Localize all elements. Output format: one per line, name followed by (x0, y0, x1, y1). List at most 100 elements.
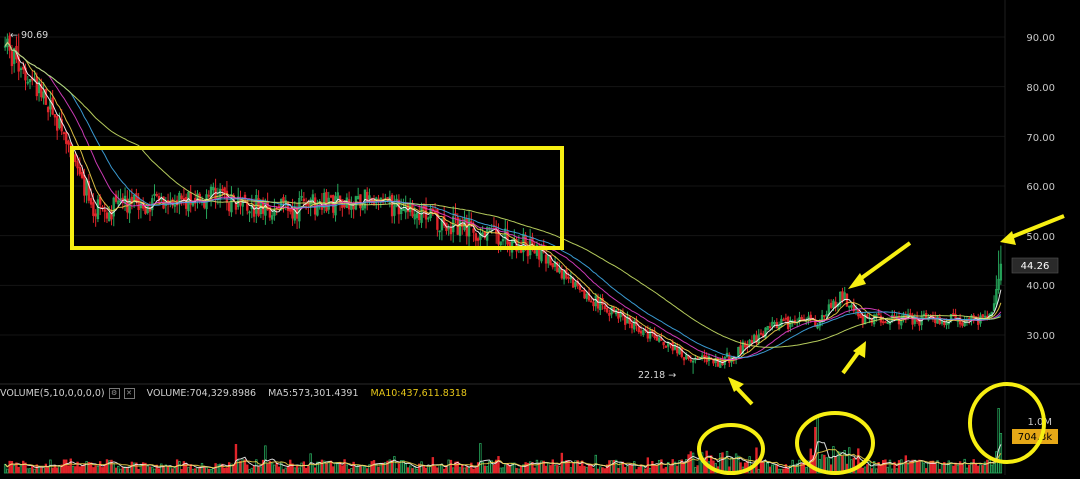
candle-body (96, 199, 100, 220)
volume-bar (881, 460, 885, 474)
volume-bar (947, 460, 951, 474)
candle-body (773, 322, 776, 324)
volume-bar (857, 448, 860, 474)
candle-body (660, 338, 663, 341)
candle-body (221, 188, 224, 191)
volume-bar (295, 466, 299, 474)
volume-bar (65, 459, 68, 474)
volume-bar (920, 460, 923, 474)
candle-body (476, 238, 480, 241)
volume-bar (472, 468, 475, 474)
volume-bar (734, 453, 738, 474)
volume-bar (870, 468, 874, 474)
volume-bar (171, 468, 174, 474)
volume-bar (28, 468, 32, 474)
settings-icon[interactable]: ⚙ (108, 387, 120, 399)
volume-bar (42, 466, 45, 474)
volume-bar (481, 461, 484, 474)
candle-body (626, 316, 629, 324)
candle-body (112, 197, 115, 217)
candle-body (105, 212, 109, 219)
candle-body (37, 81, 41, 94)
moving-average-lines (4, 41, 1002, 364)
volume-bar (696, 465, 699, 474)
volume-bar (277, 466, 281, 474)
candle-body (992, 303, 996, 312)
volume-bar (343, 459, 346, 474)
candle-body (46, 107, 50, 113)
volume-bar (270, 462, 274, 474)
candle-body (940, 320, 944, 324)
volume-ma10: MA10:437,611.8318 (370, 387, 467, 399)
volume-bar (329, 460, 333, 474)
volume-bar (40, 467, 43, 474)
candle-body (246, 201, 249, 211)
candle-body (680, 347, 683, 357)
volume-bar (420, 461, 423, 474)
volume-bar (413, 466, 416, 474)
volume-bar (257, 466, 260, 474)
volume-bar (802, 463, 806, 474)
volume-bar (651, 460, 654, 474)
ma-line-20 (4, 41, 1002, 360)
volume-bar (669, 465, 672, 474)
volume-bar (311, 465, 315, 474)
volume-bar (599, 466, 602, 474)
candle-body (83, 175, 86, 196)
candle-body (26, 81, 29, 84)
close-icon[interactable]: ✕ (123, 387, 135, 399)
candle-body (470, 221, 473, 227)
candle-body (234, 202, 238, 210)
volume-bar (587, 463, 591, 474)
ma-line-5 (4, 41, 1002, 364)
candle-body (87, 180, 91, 201)
candle-body (436, 209, 439, 230)
candle-body (422, 203, 425, 210)
volume-bar (291, 463, 294, 474)
volume-bar (447, 459, 450, 474)
candle-body (67, 140, 70, 145)
volume-bar (381, 462, 385, 474)
volume-bar (194, 468, 197, 474)
volume-bar (943, 462, 946, 474)
candle-body (323, 192, 326, 208)
volume-bar (6, 468, 9, 474)
volume-bar (605, 464, 609, 474)
volume-bar (454, 461, 457, 474)
candle-body (28, 78, 32, 83)
volume-bar (513, 462, 516, 474)
volume-bar (207, 468, 210, 474)
volume-bar (411, 468, 414, 474)
volume-bar (323, 460, 326, 474)
volume-bar (888, 459, 892, 474)
volume-bar (130, 461, 134, 474)
candle-body (755, 335, 758, 344)
candle-body (282, 197, 285, 203)
volume-bar (74, 466, 77, 474)
candle-body (630, 323, 634, 329)
volume-bar (558, 466, 561, 474)
volume-bar (771, 464, 774, 474)
volume-bar (144, 462, 147, 474)
candle-body (325, 191, 328, 212)
candle-body (474, 233, 478, 241)
candle-body (619, 313, 622, 318)
candle-body (759, 332, 763, 335)
volume-bar (55, 467, 59, 474)
volume-bar (680, 459, 683, 474)
volume-bar (268, 461, 272, 474)
volume-bar (497, 456, 500, 474)
candle-body (393, 205, 396, 216)
volume-bar (730, 456, 733, 474)
last-price-label: 44.26 (1021, 261, 1050, 272)
volume-bar (832, 446, 835, 474)
volume-bar (293, 467, 296, 474)
volume-bar (535, 459, 539, 474)
volume-bar (148, 466, 152, 474)
volume-bar (678, 460, 681, 474)
volume-bar (780, 468, 783, 474)
volume-bar (891, 468, 894, 474)
volume-bar (549, 465, 552, 474)
